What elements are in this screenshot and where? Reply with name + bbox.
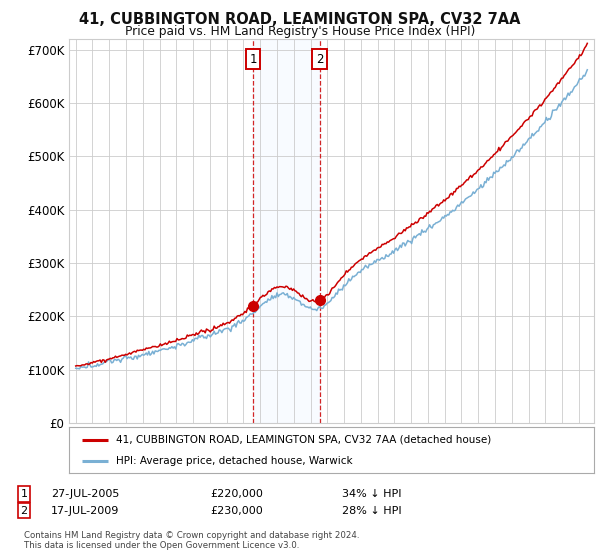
Text: 2: 2 [316,53,323,66]
Text: 41, CUBBINGTON ROAD, LEAMINGTON SPA, CV32 7AA (detached house): 41, CUBBINGTON ROAD, LEAMINGTON SPA, CV3… [116,435,491,445]
Text: Price paid vs. HM Land Registry's House Price Index (HPI): Price paid vs. HM Land Registry's House … [125,25,475,38]
Text: 17-JUL-2009: 17-JUL-2009 [51,506,119,516]
Text: HPI: Average price, detached house, Warwick: HPI: Average price, detached house, Warw… [116,456,353,466]
Text: 1: 1 [20,489,28,499]
Text: 41, CUBBINGTON ROAD, LEAMINGTON SPA, CV32 7AA: 41, CUBBINGTON ROAD, LEAMINGTON SPA, CV3… [79,12,521,27]
Text: £230,000: £230,000 [210,506,263,516]
Text: 27-JUL-2005: 27-JUL-2005 [51,489,119,499]
Bar [253,39,320,423]
Text: 34% ↓ HPI: 34% ↓ HPI [342,489,401,499]
Text: Contains HM Land Registry data © Crown copyright and database right 2024.
This d: Contains HM Land Registry data © Crown c… [24,531,359,550]
Text: 1: 1 [249,53,257,66]
Text: 28% ↓ HPI: 28% ↓ HPI [342,506,401,516]
Text: £220,000: £220,000 [210,489,263,499]
Text: 2: 2 [20,506,28,516]
